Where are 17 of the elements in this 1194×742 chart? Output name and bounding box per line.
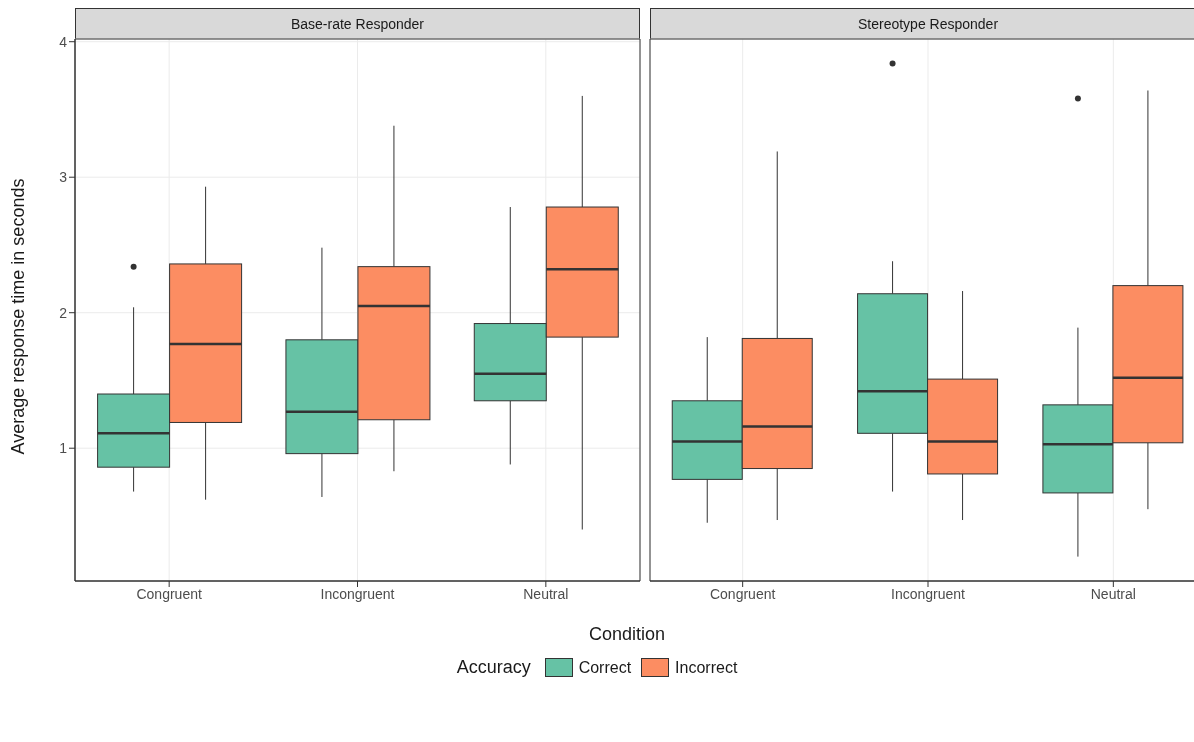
x-tick-label: Congruent (136, 585, 202, 602)
y-tick-label: 3 (59, 169, 68, 186)
x-axis-title: Condition (587, 624, 667, 645)
legend-title: Accuracy (456, 657, 531, 678)
chart-title: Stereotype Responder (650, 8, 1194, 39)
legend-label: Incorrect (675, 658, 738, 677)
chart-title: Base-rate Responder (75, 8, 640, 39)
y-tick-label: 4 (59, 33, 68, 50)
y-tick-label: 2 (59, 304, 68, 321)
x-tick-label: Incongruent (891, 585, 966, 602)
legend-label: Correct (578, 658, 632, 677)
y-tick-label: 1 (59, 440, 68, 457)
x-tick-label: Neutral (523, 585, 569, 602)
x-tick-label: Congruent (709, 585, 776, 602)
x-tick-label: Incongruent (320, 585, 395, 602)
y-axis-title: Average response time in seconds (8, 178, 30, 454)
x-tick-label: Neutral (1090, 585, 1136, 602)
